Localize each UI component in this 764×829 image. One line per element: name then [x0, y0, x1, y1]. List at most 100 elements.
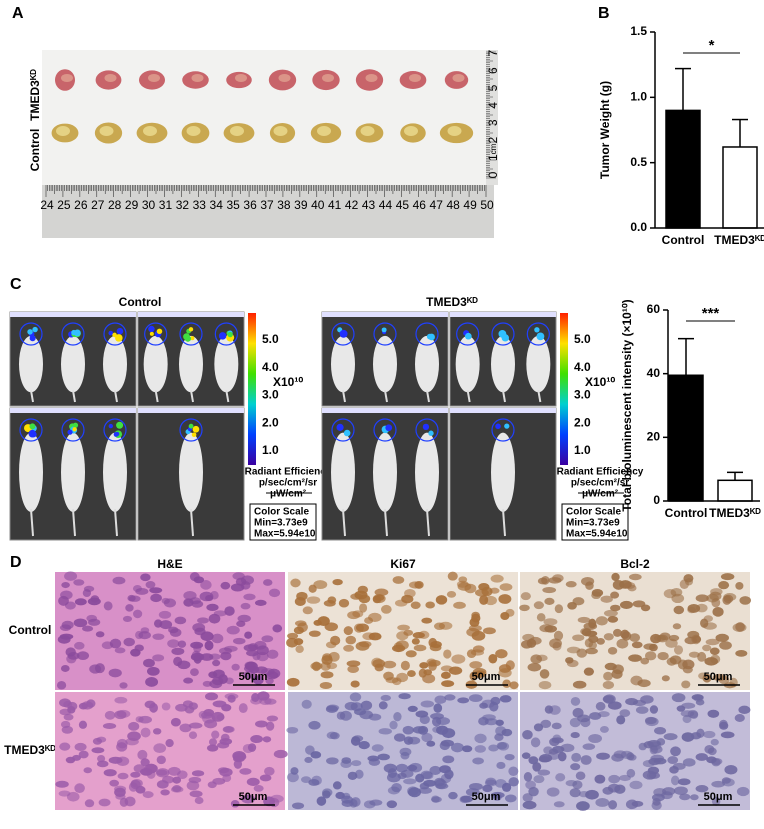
- nucleus: [398, 693, 411, 700]
- nucleus: [308, 630, 321, 637]
- colorbar-label: 4.0: [574, 360, 591, 374]
- nucleus: [707, 709, 720, 718]
- nucleus: [687, 606, 696, 614]
- histology-image: [55, 691, 288, 810]
- nucleus: [392, 576, 405, 584]
- nucleus: [156, 755, 166, 765]
- nucleus: [360, 700, 373, 711]
- nucleus: [468, 694, 483, 703]
- nucleus: [301, 699, 312, 709]
- nucleus: [642, 760, 655, 768]
- nucleus: [149, 702, 158, 713]
- nucleus: [212, 659, 221, 667]
- nucleus: [710, 654, 721, 664]
- nucleus: [483, 627, 496, 635]
- significance: ***: [702, 305, 720, 322]
- nucleus: [378, 701, 388, 710]
- nucleus: [522, 729, 533, 740]
- nucleus: [672, 623, 682, 630]
- nucleus: [695, 785, 709, 793]
- nucleus: [640, 695, 654, 704]
- nucleus: [145, 677, 159, 687]
- nucleus: [294, 620, 307, 627]
- nucleus: [571, 752, 582, 762]
- nucleus: [305, 745, 315, 755]
- nucleus: [667, 756, 679, 764]
- nucleus: [324, 622, 338, 632]
- nucleus: [273, 749, 288, 759]
- nucleus: [97, 754, 106, 763]
- colorbar-label: 1.0: [574, 443, 591, 457]
- nucleus: [663, 733, 678, 741]
- nucleus: [325, 705, 338, 713]
- nucleus: [681, 680, 691, 689]
- bar: [665, 109, 701, 229]
- nucleus: [122, 615, 133, 622]
- nucleus: [156, 780, 169, 789]
- nucleus: [629, 780, 643, 790]
- nucleus: [474, 745, 486, 753]
- nucleus: [359, 640, 372, 648]
- color-scale-text: Color Scale: [566, 507, 621, 518]
- signal: [113, 432, 119, 437]
- nucleus: [508, 777, 519, 787]
- nucleus: [680, 710, 695, 717]
- nucleus: [193, 576, 205, 584]
- nucleus: [439, 765, 451, 774]
- nucleus: [724, 764, 738, 775]
- ruler-label: 31: [159, 198, 173, 212]
- nucleus: [496, 742, 508, 750]
- nucleus: [86, 614, 98, 622]
- nucleus: [402, 725, 414, 735]
- nucleus: [146, 666, 160, 676]
- nucleus: [160, 789, 170, 796]
- nucleus: [576, 648, 588, 658]
- signal: [188, 423, 194, 429]
- nucleus: [382, 660, 397, 669]
- mouse: [373, 432, 397, 512]
- histology-image: [519, 572, 751, 690]
- nucleus: [158, 610, 172, 619]
- nucleus: [254, 599, 267, 606]
- nucleus: [233, 752, 247, 761]
- nucleus: [533, 601, 544, 610]
- mouse: [19, 432, 43, 512]
- ruler-unit: cm: [489, 143, 498, 154]
- nucleus: [583, 667, 595, 676]
- nucleus: [530, 737, 541, 748]
- nucleus: [352, 610, 364, 618]
- ruler-label: 24: [40, 198, 54, 212]
- nucleus: [354, 590, 368, 600]
- nucleus: [676, 705, 686, 712]
- nucleus: [325, 641, 337, 649]
- signal: [148, 325, 155, 333]
- nucleus: [301, 776, 312, 784]
- nucleus: [481, 586, 493, 597]
- nucleus: [171, 647, 185, 656]
- significance: *: [709, 37, 715, 54]
- x-tick-label: TMED3ᴷᴰ: [714, 233, 764, 247]
- nucleus: [116, 709, 131, 718]
- nucleus: [441, 680, 455, 687]
- nucleus: [673, 645, 684, 655]
- nucleus: [644, 716, 657, 725]
- nucleus: [421, 732, 433, 743]
- nucleus: [474, 733, 487, 744]
- nucleus: [341, 795, 353, 804]
- tumor: [104, 74, 117, 82]
- nucleus: [167, 639, 180, 648]
- tumor: [360, 126, 375, 136]
- nucleus: [213, 610, 227, 617]
- colorbar-unit: p/sec/cm²/sr: [259, 478, 317, 489]
- nucleus: [577, 616, 591, 624]
- nucleus: [135, 630, 144, 640]
- nucleus: [286, 726, 299, 734]
- mouse-tail: [114, 390, 118, 403]
- roi: [331, 322, 355, 346]
- nucleus: [565, 780, 578, 787]
- signal: [422, 423, 430, 431]
- nucleus: [482, 784, 493, 793]
- nucleus: [668, 634, 680, 642]
- nucleus: [407, 705, 418, 713]
- nucleus: [457, 582, 472, 591]
